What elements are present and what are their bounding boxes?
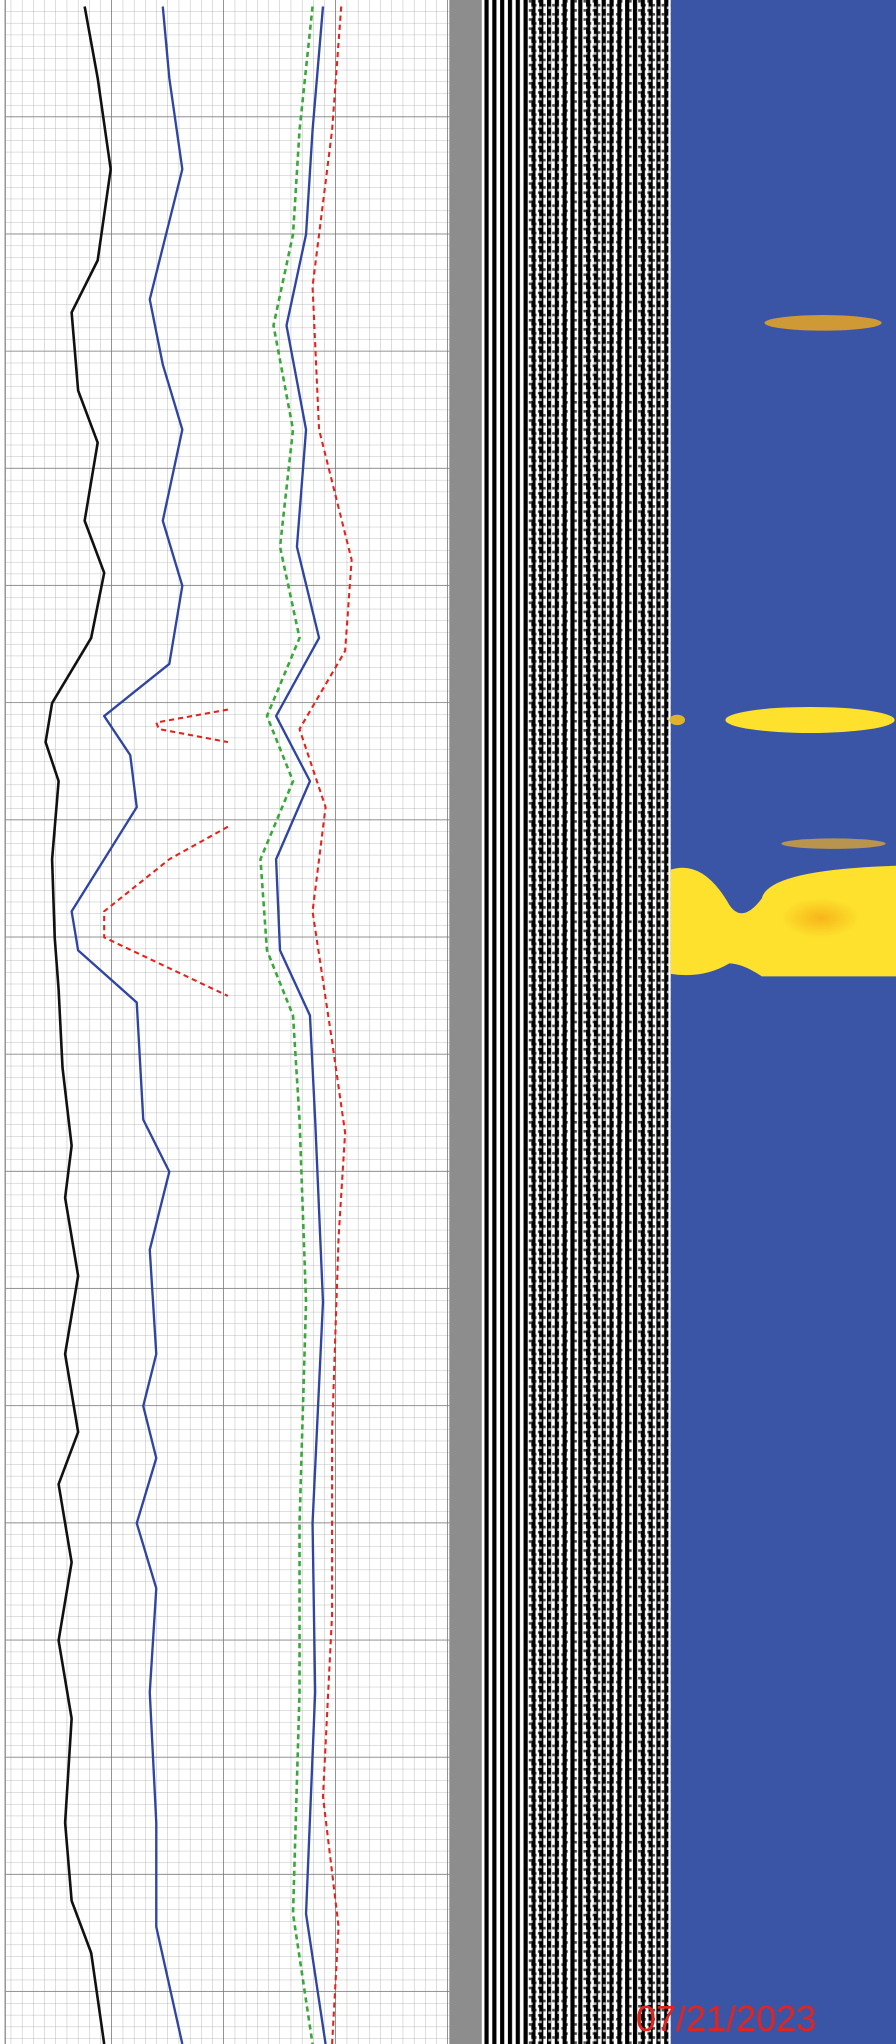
curves <box>44 6 353 2044</box>
black-curve <box>44 6 113 2044</box>
vdl-track <box>449 0 671 2044</box>
map-track <box>669 0 896 2044</box>
red-curve <box>298 6 353 2044</box>
red-loop-lower <box>103 825 229 997</box>
date-stamp: 07/21/2023 <box>636 1998 817 2039</box>
blue-curve-left <box>70 6 184 2044</box>
red-loop-upper <box>155 708 229 744</box>
blue-curve-right <box>274 6 327 2044</box>
grid-track <box>4 0 450 2044</box>
